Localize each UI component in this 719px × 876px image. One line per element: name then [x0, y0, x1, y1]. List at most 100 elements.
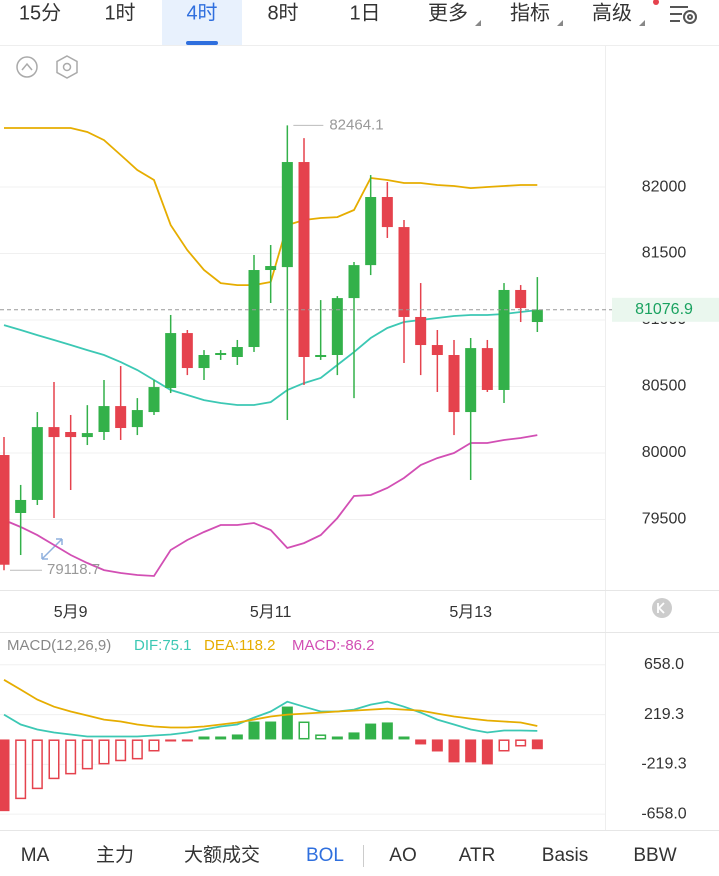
macd-bar — [81, 739, 93, 770]
active-tab-bg — [162, 0, 242, 45]
candle-body — [31, 427, 43, 500]
x-tick-label: 5月11 — [250, 604, 292, 621]
candle-body — [248, 270, 260, 348]
x-tick-label: 5月13 — [449, 604, 492, 621]
macd-bar — [498, 739, 510, 752]
macd-bar — [415, 739, 427, 745]
reset-icon[interactable] — [652, 598, 672, 618]
candle-body — [98, 406, 110, 433]
bollinger-line — [3, 434, 538, 577]
candle-body — [465, 348, 477, 413]
collapse-icon[interactable] — [16, 56, 38, 78]
candle-body — [381, 197, 393, 228]
macd-bar — [281, 706, 293, 740]
candle-body — [115, 406, 127, 429]
expand-icon[interactable] — [41, 538, 63, 560]
macd-bar — [148, 739, 160, 752]
y-tick-label: 80000 — [642, 444, 687, 461]
candle-body — [281, 162, 293, 268]
candle-body — [331, 298, 343, 356]
macd-bar — [365, 723, 377, 740]
candle-body — [215, 353, 227, 356]
macd-bar — [298, 721, 310, 740]
candle-body — [165, 333, 177, 388]
macd-line — [3, 700, 538, 738]
macd-bar — [165, 739, 177, 742]
macd-bar — [381, 722, 393, 740]
tab[interactable]: 4时 — [186, 1, 217, 24]
min-label: 79118.7 — [47, 561, 100, 578]
macd-bar — [31, 739, 43, 790]
candle-body — [448, 355, 460, 413]
active-tab-indicator — [186, 41, 218, 45]
candle-body — [81, 433, 93, 438]
candle-body — [48, 427, 60, 438]
dropdown-marker — [639, 20, 645, 26]
tab[interactable]: 15分 — [19, 1, 61, 24]
macd-bar — [248, 721, 260, 740]
macd-bar — [115, 739, 127, 762]
tab[interactable]: 8时 — [267, 1, 298, 24]
y-tick-label: 219.3 — [644, 706, 684, 723]
macd-bar — [431, 739, 443, 752]
candle-body — [431, 345, 443, 356]
candle-body — [15, 499, 27, 513]
macd-bar — [131, 739, 143, 760]
legend-label: MACD:-86.2 — [292, 637, 375, 654]
macd-bar — [265, 721, 277, 740]
candle-body — [515, 289, 527, 309]
macd-bar — [48, 739, 60, 780]
candle-body — [131, 410, 143, 428]
macd-bar — [198, 736, 210, 740]
max-label: 82464.1 — [329, 116, 383, 133]
x-tick-label: 5月9 — [54, 604, 88, 621]
macd-bar — [15, 739, 27, 800]
candle-body — [231, 347, 243, 357]
macd-bar — [0, 739, 10, 812]
indicator-tab[interactable]: AO — [389, 845, 416, 866]
candle-body — [265, 266, 277, 271]
macd-bar — [98, 739, 110, 765]
indicator-tab[interactable]: ATR — [459, 845, 496, 866]
y-tick-label: 79500 — [642, 511, 687, 528]
last-price-box — [612, 297, 719, 322]
indicator-tab[interactable]: BBW — [633, 845, 676, 866]
candle-body — [198, 355, 210, 369]
macd-bar — [481, 739, 493, 765]
tab[interactable]: 更多 — [428, 1, 468, 24]
macd-bar — [448, 739, 460, 763]
macd-bar — [531, 739, 543, 750]
indicator-tab[interactable]: 大额成交 — [184, 844, 260, 866]
indicator-tab[interactable]: MA — [21, 845, 50, 866]
macd-bar — [348, 732, 360, 740]
last-price-label: 81076.9 — [635, 301, 693, 318]
settings-icon[interactable] — [670, 6, 697, 24]
dropdown-marker — [557, 20, 563, 26]
bollinger-line — [3, 309, 538, 406]
settings-hex-icon[interactable] — [56, 55, 78, 79]
macd-bar — [215, 736, 227, 740]
indicator-tab[interactable]: 主力 — [96, 844, 134, 866]
tab[interactable]: 高级 — [592, 1, 632, 24]
tab[interactable]: 1时 — [104, 1, 135, 24]
candle-body — [415, 316, 427, 346]
tab[interactable]: 1日 — [349, 2, 380, 24]
candle-body — [498, 289, 510, 390]
macd-bar — [465, 739, 477, 763]
macd-bar — [315, 734, 327, 740]
macd-line — [3, 679, 538, 729]
notification-dot — [653, 0, 659, 5]
indicator-tab[interactable]: BOL — [306, 845, 344, 866]
indicator-tab[interactable]: Basis — [542, 845, 588, 866]
tab[interactable]: 指标 — [510, 1, 550, 24]
macd-title: MACD(12,26,9) — [7, 637, 111, 654]
candle-body — [148, 387, 160, 413]
y-tick-label: 82000 — [642, 178, 687, 195]
macd-bar — [231, 734, 243, 740]
candle-body — [65, 432, 77, 438]
macd-bar — [65, 739, 77, 775]
candle-body — [531, 309, 543, 323]
macd-bar — [398, 736, 410, 740]
